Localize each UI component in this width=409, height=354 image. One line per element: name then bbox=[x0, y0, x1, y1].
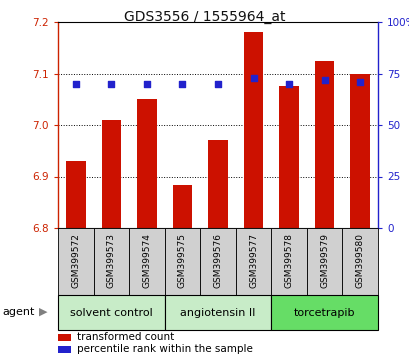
Text: GSM399575: GSM399575 bbox=[178, 233, 187, 289]
Bar bbox=[271, 228, 306, 295]
Point bbox=[321, 77, 327, 82]
Bar bbox=[243, 32, 263, 228]
Bar bbox=[137, 99, 156, 228]
Bar bbox=[279, 86, 298, 228]
Text: GSM399580: GSM399580 bbox=[355, 233, 364, 289]
Bar bbox=[342, 228, 377, 295]
Bar bbox=[200, 228, 235, 295]
Bar bbox=[93, 228, 129, 295]
Point bbox=[179, 81, 185, 87]
Text: angiotensin II: angiotensin II bbox=[180, 308, 255, 318]
Bar bbox=[58, 334, 71, 341]
Bar bbox=[271, 295, 377, 330]
Bar bbox=[101, 120, 121, 228]
Text: GSM399574: GSM399574 bbox=[142, 233, 151, 288]
Bar bbox=[208, 141, 227, 228]
Text: GSM399572: GSM399572 bbox=[71, 233, 80, 288]
Bar bbox=[350, 74, 369, 228]
Bar bbox=[129, 228, 164, 295]
Point bbox=[72, 81, 79, 87]
Text: solvent control: solvent control bbox=[70, 308, 152, 318]
Point bbox=[285, 81, 292, 87]
Bar bbox=[58, 295, 164, 330]
Text: transformed count: transformed count bbox=[77, 332, 174, 342]
Text: GSM399578: GSM399578 bbox=[284, 233, 293, 289]
Text: GSM399573: GSM399573 bbox=[107, 233, 116, 289]
Bar bbox=[172, 185, 192, 228]
Text: torcetrapib: torcetrapib bbox=[293, 308, 355, 318]
Text: percentile rank within the sample: percentile rank within the sample bbox=[77, 344, 252, 354]
Text: GSM399577: GSM399577 bbox=[248, 233, 257, 289]
Point bbox=[108, 81, 115, 87]
Point bbox=[356, 79, 363, 85]
Bar bbox=[58, 228, 93, 295]
Bar bbox=[235, 228, 271, 295]
Text: agent: agent bbox=[2, 307, 34, 317]
Bar bbox=[58, 346, 71, 353]
Point bbox=[143, 81, 150, 87]
Point bbox=[249, 75, 256, 80]
Bar bbox=[306, 228, 342, 295]
Bar bbox=[164, 228, 200, 295]
Text: ▶: ▶ bbox=[39, 307, 47, 317]
Point bbox=[214, 81, 221, 87]
Bar bbox=[164, 295, 271, 330]
Text: GSM399579: GSM399579 bbox=[319, 233, 328, 289]
Bar bbox=[66, 161, 85, 228]
Text: GDS3556 / 1555964_at: GDS3556 / 1555964_at bbox=[124, 10, 285, 24]
Text: GSM399576: GSM399576 bbox=[213, 233, 222, 289]
Bar bbox=[314, 61, 334, 228]
